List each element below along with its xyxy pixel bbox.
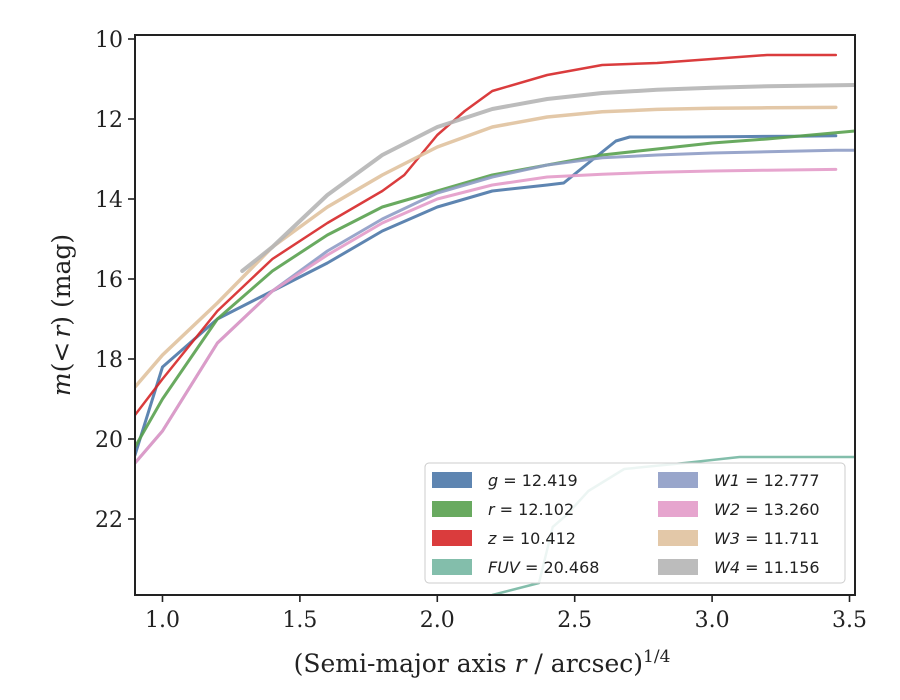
legend-swatch xyxy=(432,472,472,488)
y-tick-label: 10 xyxy=(95,28,123,53)
legend: g = 12.419 r = 12.102 z = 10.412 FUV = 20.4… xyxy=(424,462,846,584)
x-tick-label: 3.0 xyxy=(695,608,730,633)
y-tick-label: 14 xyxy=(95,188,123,213)
y-tick-label: 12 xyxy=(95,108,123,133)
legend-label: FUV = 20.468 xyxy=(488,558,599,577)
legend-swatch xyxy=(658,472,698,488)
legend-box xyxy=(424,462,846,584)
y-tick-label: 20 xyxy=(95,428,123,453)
series-line-w2 xyxy=(135,167,838,465)
x-axis-label: (Semi-major axis r / arcsec)1/4 xyxy=(294,647,671,678)
legend-swatch xyxy=(658,559,698,575)
x-tick-label: 1.5 xyxy=(282,608,317,633)
x-tick-label: 2.5 xyxy=(557,608,592,633)
series-line-w3 xyxy=(135,105,838,389)
series-line-r xyxy=(135,129,855,449)
series-line-g xyxy=(135,134,838,457)
x-tick-label: 2.0 xyxy=(420,608,455,633)
plot-frame xyxy=(134,34,856,596)
y-tick-label: 16 xyxy=(95,268,123,293)
legend-label: W4 = 11.156 xyxy=(714,558,820,577)
x-tick-label: 3.5 xyxy=(832,608,867,633)
legend-swatch xyxy=(432,530,472,546)
legend-swatch xyxy=(658,530,698,546)
y-tick-label: 18 xyxy=(95,348,123,373)
legend-label: g = 12.419 xyxy=(488,471,578,490)
y-axis: 10 12 14 16 18 20 22 xyxy=(95,28,135,533)
legend-swatch xyxy=(432,559,472,575)
series-line-w4 xyxy=(240,83,855,273)
legend-swatch xyxy=(658,501,698,517)
x-tick-label: 1.0 xyxy=(145,608,180,633)
y-axis-label: m(<r) (mag) xyxy=(47,234,76,396)
legend-swatch xyxy=(432,501,472,517)
legend-label: r = 12.102 xyxy=(488,500,574,519)
legend-label: W2 = 13.260 xyxy=(714,500,820,519)
legend-label: W3 = 11.711 xyxy=(714,529,820,548)
legend-label: W1 = 12.777 xyxy=(714,471,820,490)
series-layer xyxy=(135,53,855,595)
x-axis: 1.0 1.5 2.0 2.5 3.0 3.5 xyxy=(145,595,867,633)
legend-label: z = 10.412 xyxy=(487,529,576,548)
y-tick-label: 22 xyxy=(95,508,123,533)
